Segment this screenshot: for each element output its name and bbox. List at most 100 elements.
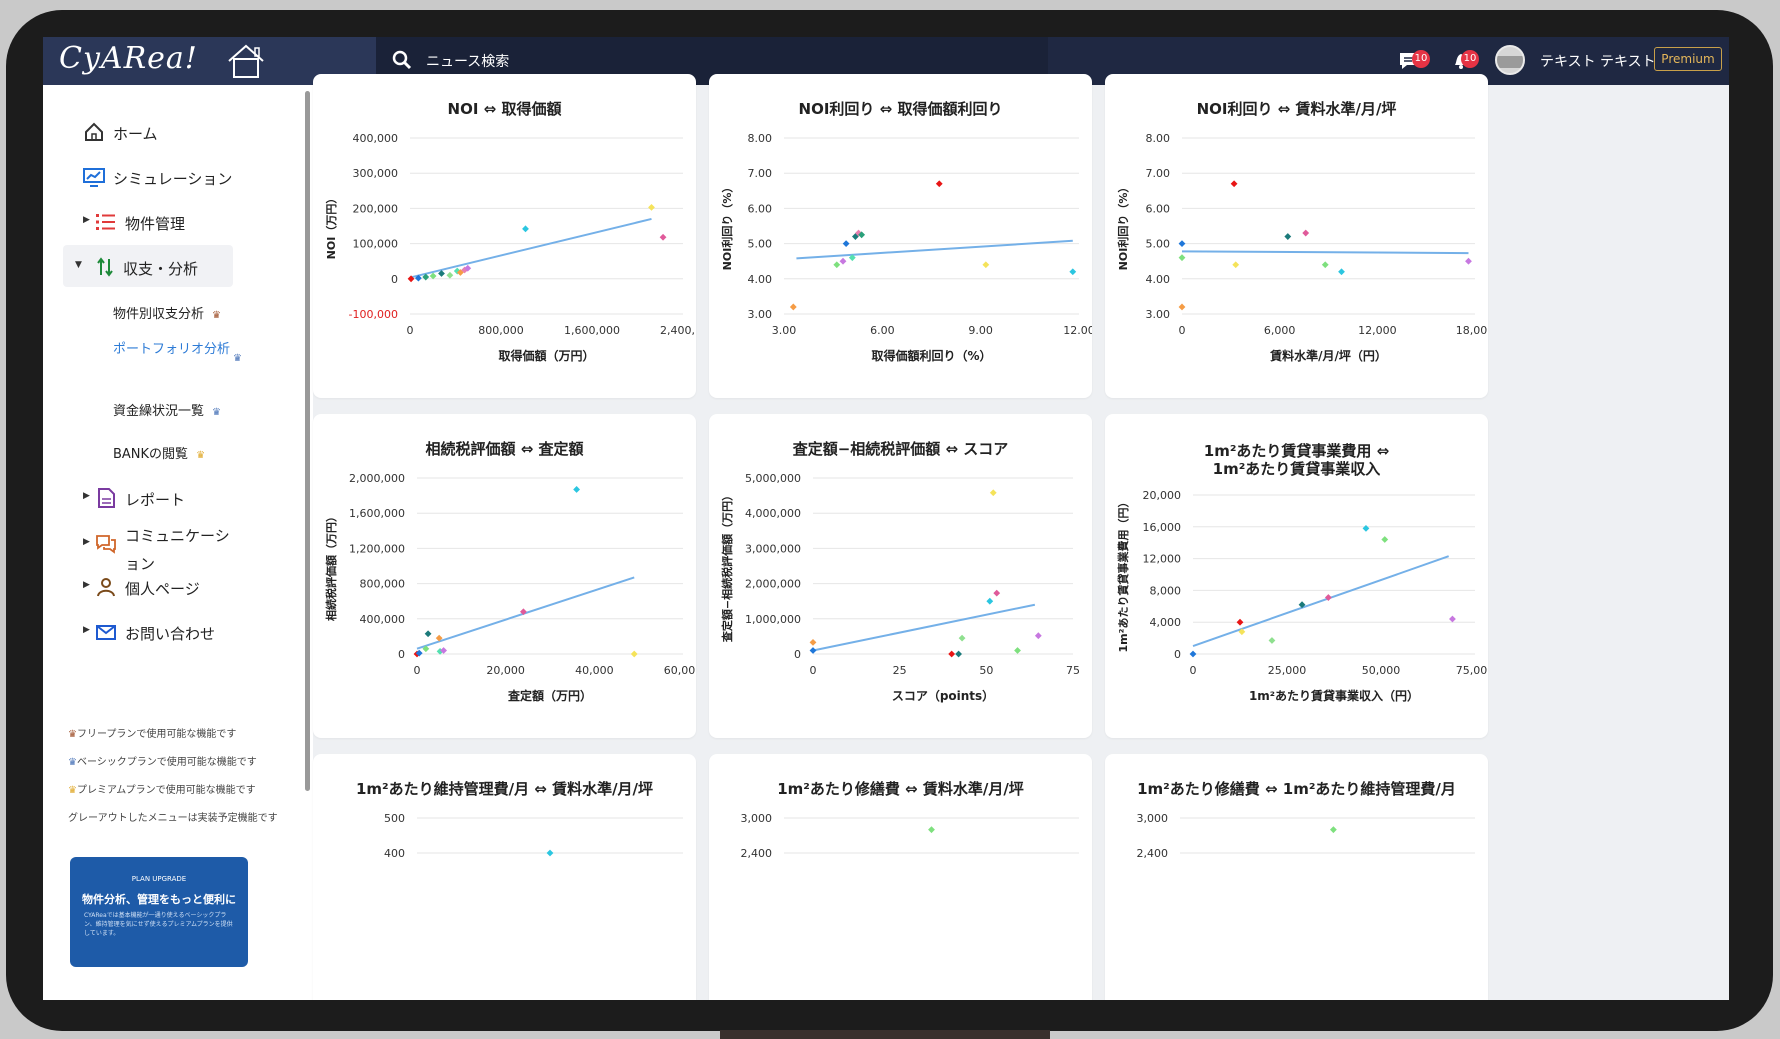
data-point[interactable] [809, 638, 817, 646]
crown-basic-icon: ♛ [212, 407, 221, 418]
subitem-label: ポートフォリオ分析 [113, 342, 231, 357]
data-point[interactable] [1230, 180, 1238, 188]
data-point[interactable] [958, 634, 966, 642]
data-point[interactable] [848, 254, 856, 262]
sidebar-item-home[interactable]: ホーム [43, 110, 283, 152]
sidebar-subitem-property-analysis[interactable]: 物件別収支分析 ♛ [113, 303, 221, 322]
data-point[interactable] [520, 608, 527, 616]
data-point[interactable] [1321, 261, 1329, 269]
logo[interactable]: CyARea! [43, 37, 376, 85]
scatter-chart: 2,000,000 1,600,000 1,200,000 800,000 400,00… [324, 472, 696, 703]
data-point[interactable] [1178, 240, 1186, 247]
y-tick-label: 1,200,000 [349, 542, 405, 555]
data-point[interactable] [1236, 618, 1244, 626]
data-point[interactable] [989, 489, 997, 497]
y-tick-label: 400,000 [353, 132, 399, 145]
data-point[interactable] [1449, 615, 1456, 623]
data-point[interactable] [986, 597, 994, 605]
person-icon [97, 578, 115, 597]
data-point[interactable] [522, 225, 529, 233]
x-axis-label: 取得価額（万円） [498, 348, 594, 363]
note-text: ベーシックプランで使用可能な機能です [76, 757, 257, 768]
sidebar-item-income-analysis[interactable]: ▼ 収支・分析 [63, 245, 233, 287]
data-point[interactable] [1302, 229, 1310, 237]
y-tick-label: 4,000 [1150, 616, 1182, 629]
x-tick-label: 800,000 [478, 324, 524, 337]
y-tick-label: 6.00 [748, 202, 773, 215]
data-point[interactable] [573, 486, 580, 493]
data-point[interactable] [1284, 233, 1292, 240]
user-name[interactable]: テキスト テキスト [1540, 54, 1656, 70]
data-point[interactable] [422, 645, 430, 653]
data-point[interactable] [429, 272, 437, 280]
home-icon [85, 122, 103, 141]
data-point[interactable] [1069, 268, 1077, 276]
data-point[interactable] [855, 229, 862, 237]
trend-line [416, 576, 635, 650]
data-point[interactable] [1465, 257, 1472, 265]
data-point[interactable] [407, 275, 415, 283]
data-point[interactable] [928, 826, 935, 834]
x-tick-label: 60,000 [664, 664, 696, 677]
data-point[interactable] [1330, 826, 1337, 834]
scatter-chart: 20,000 16,000 12,000 8,000 4,000 00 25,000 50,0… [1116, 489, 1488, 703]
data-point[interactable] [422, 273, 430, 281]
plan-upgrade-banner[interactable]: PLAN UPGRADE 物件分析、管理をもっと便利に CYAReaでは基本機能… [70, 857, 248, 967]
data-point[interactable] [546, 849, 554, 857]
data-point[interactable] [833, 261, 841, 269]
sidebar-item-report[interactable]: ▶ レポート [43, 476, 283, 518]
data-point[interactable] [993, 589, 1001, 597]
data-point[interactable] [1178, 303, 1186, 311]
data-point[interactable] [1362, 524, 1370, 532]
data-point[interactable] [415, 274, 422, 282]
data-point[interactable] [858, 231, 866, 239]
sidebar-scrollbar[interactable] [305, 91, 310, 791]
data-point[interactable] [424, 630, 432, 638]
mail-icon [96, 625, 116, 640]
sidebar-item-property-management[interactable]: ▶ 物件管理 [43, 200, 283, 242]
chart-title: 1m²あたり修繕費 ⇔ 1m²あたり維持管理費/月 [1137, 780, 1456, 798]
data-point[interactable] [440, 647, 447, 654]
data-point[interactable] [1232, 261, 1240, 269]
data-point[interactable] [438, 270, 445, 277]
data-point[interactable] [648, 203, 655, 211]
data-point[interactable] [1268, 637, 1276, 644]
data-point[interactable] [1014, 647, 1021, 654]
house-logo-icon [228, 44, 264, 78]
data-point[interactable] [659, 233, 667, 241]
data-point[interactable] [1238, 628, 1246, 636]
data-point[interactable] [839, 257, 847, 265]
avatar[interactable] [1495, 45, 1525, 75]
data-point[interactable] [1298, 601, 1306, 609]
data-point[interactable] [1381, 536, 1389, 543]
sidebar-subitem-cashflow-list[interactable]: 資金繰状況一覧 ♛ [113, 400, 221, 419]
data-point[interactable] [435, 634, 443, 642]
data-point[interactable] [1034, 632, 1042, 640]
y-axis-label: 査定額−相続税評価額（万円） [720, 490, 734, 642]
data-point[interactable] [842, 240, 850, 247]
data-point[interactable] [955, 650, 962, 658]
data-point[interactable] [809, 647, 817, 654]
sidebar-item-simulation[interactable]: シミュレーション [43, 155, 283, 197]
data-point[interactable] [630, 650, 638, 658]
data-point[interactable] [789, 303, 797, 311]
plan-badge: Premium [1654, 47, 1722, 71]
data-point[interactable] [1338, 268, 1345, 276]
data-point[interactable] [1178, 254, 1186, 262]
x-tick-label: 6,000 [1264, 324, 1296, 337]
sidebar-item-label: 物件管理 [125, 215, 186, 233]
sidebar-subitem-portfolio-analysis[interactable]: ポートフォリオ分析 [113, 341, 233, 359]
data-point[interactable] [415, 649, 423, 657]
data-point[interactable] [1189, 650, 1197, 658]
x-tick-label: 75 [1066, 664, 1080, 677]
data-point[interactable] [935, 180, 943, 188]
chart-title: 1m²あたり維持管理費/月 ⇔ 賃料水準/月/坪 [355, 780, 654, 798]
data-point[interactable] [446, 271, 454, 279]
data-point[interactable] [982, 261, 990, 269]
sidebar-subitem-bank[interactable]: BANKの閲覧 ♛ [113, 443, 205, 462]
data-point[interactable] [948, 650, 956, 658]
sidebar-item-contact[interactable]: ▶ お問い合わせ [43, 610, 283, 652]
sidebar-item-personal-page[interactable]: ▶ 個人ページ [43, 565, 283, 607]
sidebar-item-communication[interactable]: ▶ コミュニケーション [43, 522, 283, 573]
